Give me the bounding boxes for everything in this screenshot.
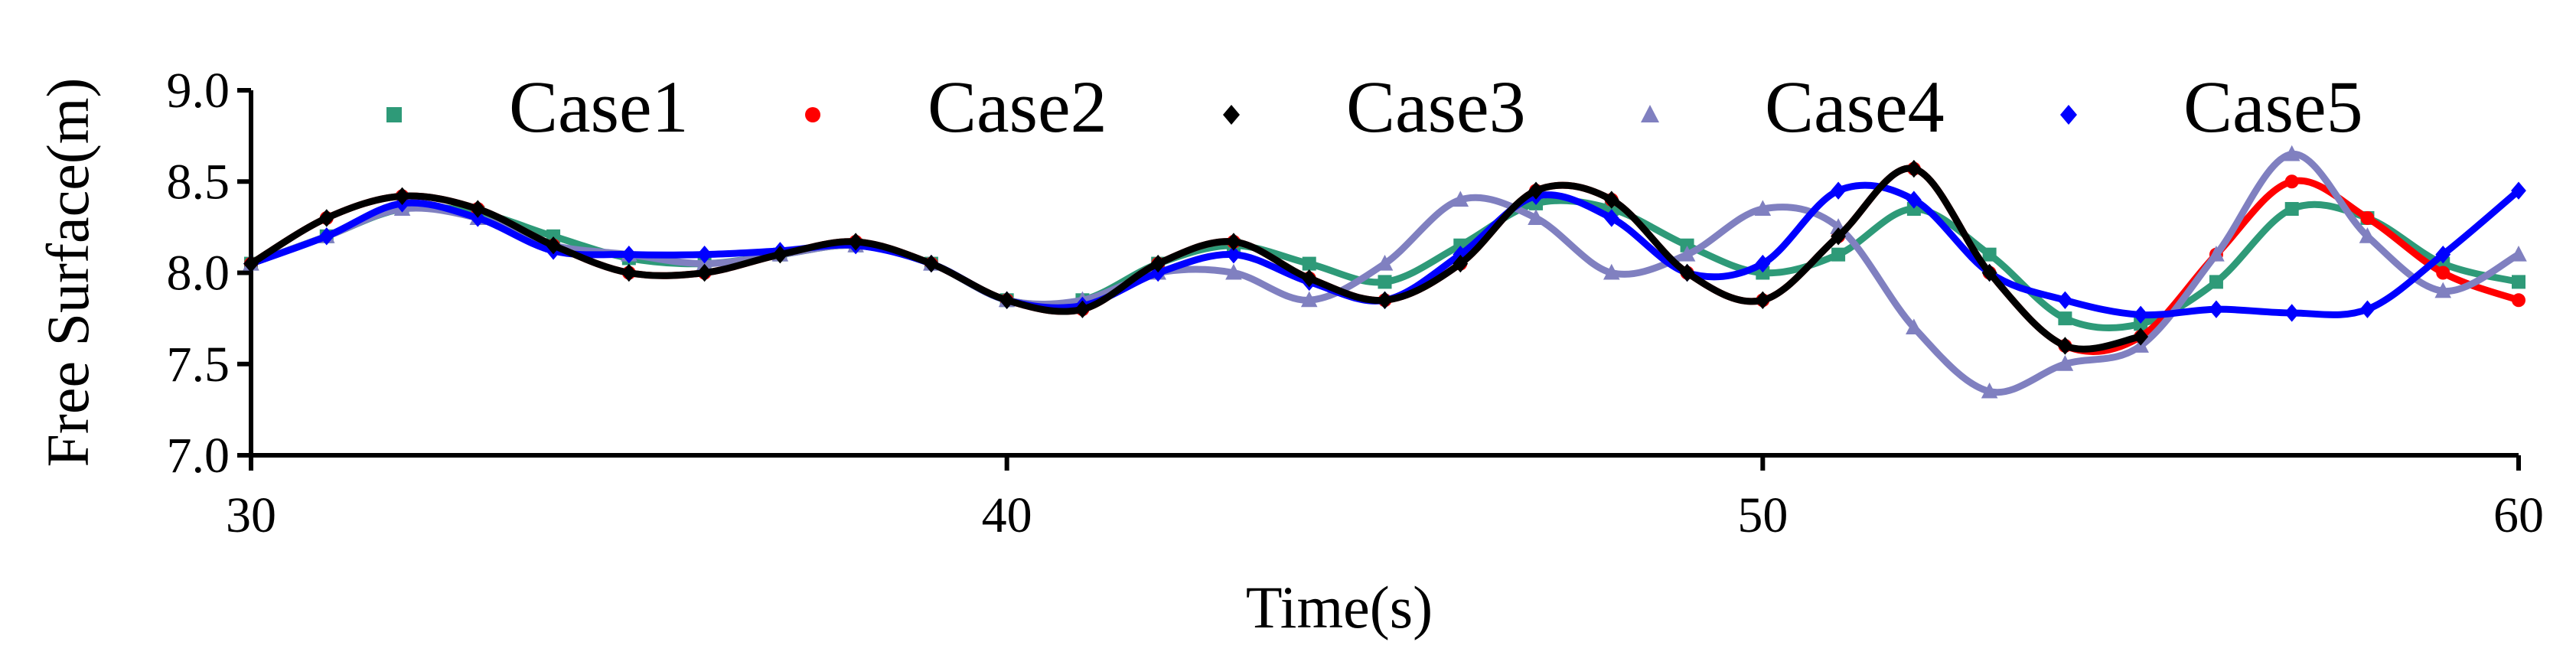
legend-label: Case2 [928,66,1107,148]
marker [243,254,259,273]
marker [1301,269,1317,288]
marker [386,107,402,122]
marker [2510,245,2527,262]
legend-label: Case3 [1346,66,1526,148]
marker [1906,191,1922,209]
marker [1226,233,1241,251]
marker [2284,304,2300,322]
marker [2435,245,2451,264]
y-tick-label: 7.5 [167,337,230,393]
marker [1906,318,1922,335]
marker [621,263,637,282]
marker [1754,200,1772,217]
marker [2134,317,2148,331]
marker [2359,300,2375,318]
marker [772,245,788,264]
x-tick-label: 60 [2493,487,2544,543]
marker [2359,227,2376,243]
marker [1680,238,1694,253]
marker [2512,293,2525,308]
y-tick-label: 7.0 [167,428,230,484]
marker [1074,300,1091,318]
marker [2057,337,2073,355]
marker [848,233,864,251]
series-line [249,150,2521,396]
marker [2133,305,2149,324]
marker [1981,263,1997,282]
x-tick-label: 40 [982,487,1032,543]
y-tick-label: 9.0 [167,63,230,119]
marker [1377,291,1393,309]
marker [1831,247,1846,262]
marker [1452,191,1469,207]
marker [1302,256,1316,271]
marker [2360,210,2375,225]
marker [1831,181,1846,200]
marker [2284,202,2299,217]
marker [2057,291,2073,309]
marker [1831,227,1846,246]
marker [546,236,561,255]
marker [1453,254,1469,273]
marker [394,187,410,206]
marker [1982,247,1997,262]
y-axis-label: Free Surface(m) [34,78,101,468]
marker [1528,181,1544,200]
marker [2284,174,2299,189]
marker [1641,105,1659,122]
marker [1150,254,1166,273]
marker [1378,275,1392,289]
marker [1755,291,1771,309]
marker [1756,266,1770,280]
marker [470,200,486,218]
marker [1376,254,1394,271]
legend-label: Case1 [509,66,689,148]
marker [1528,209,1544,225]
marker [621,245,637,264]
marker [2208,245,2225,262]
marker [1679,263,1695,282]
marker [1603,209,1619,227]
marker [696,245,712,264]
y-tick-label: 8.0 [167,246,230,301]
marker [1225,263,1242,280]
marker [1981,382,1998,399]
marker [2060,105,2077,125]
marker [1226,245,1241,264]
legend-label: Case5 [2183,66,2363,148]
marker [1300,291,1318,308]
legend-label: Case4 [1765,66,1945,148]
marker [2436,266,2450,280]
x-axis-label: Time(s) [1246,574,1433,640]
marker [1678,245,1696,262]
marker [2058,311,2072,326]
marker [1603,191,1619,209]
marker [2209,275,2223,289]
marker [999,291,1015,309]
marker [2511,181,2526,200]
marker [2434,282,2452,298]
marker [696,263,712,282]
marker [2056,355,2074,371]
marker [318,209,334,227]
marker [1755,254,1771,273]
x-tick-label: 30 [226,487,276,543]
marker [2133,327,2149,346]
marker [805,107,820,122]
y-tick-label: 8.5 [167,154,230,210]
marker [2512,275,2525,289]
marker [2283,145,2300,161]
marker [924,254,939,273]
marker [1603,263,1620,280]
marker [318,227,334,246]
marker [1223,105,1240,125]
x-tick-label: 50 [1737,487,1788,543]
marker [2209,300,2224,318]
marker [1906,159,1922,178]
